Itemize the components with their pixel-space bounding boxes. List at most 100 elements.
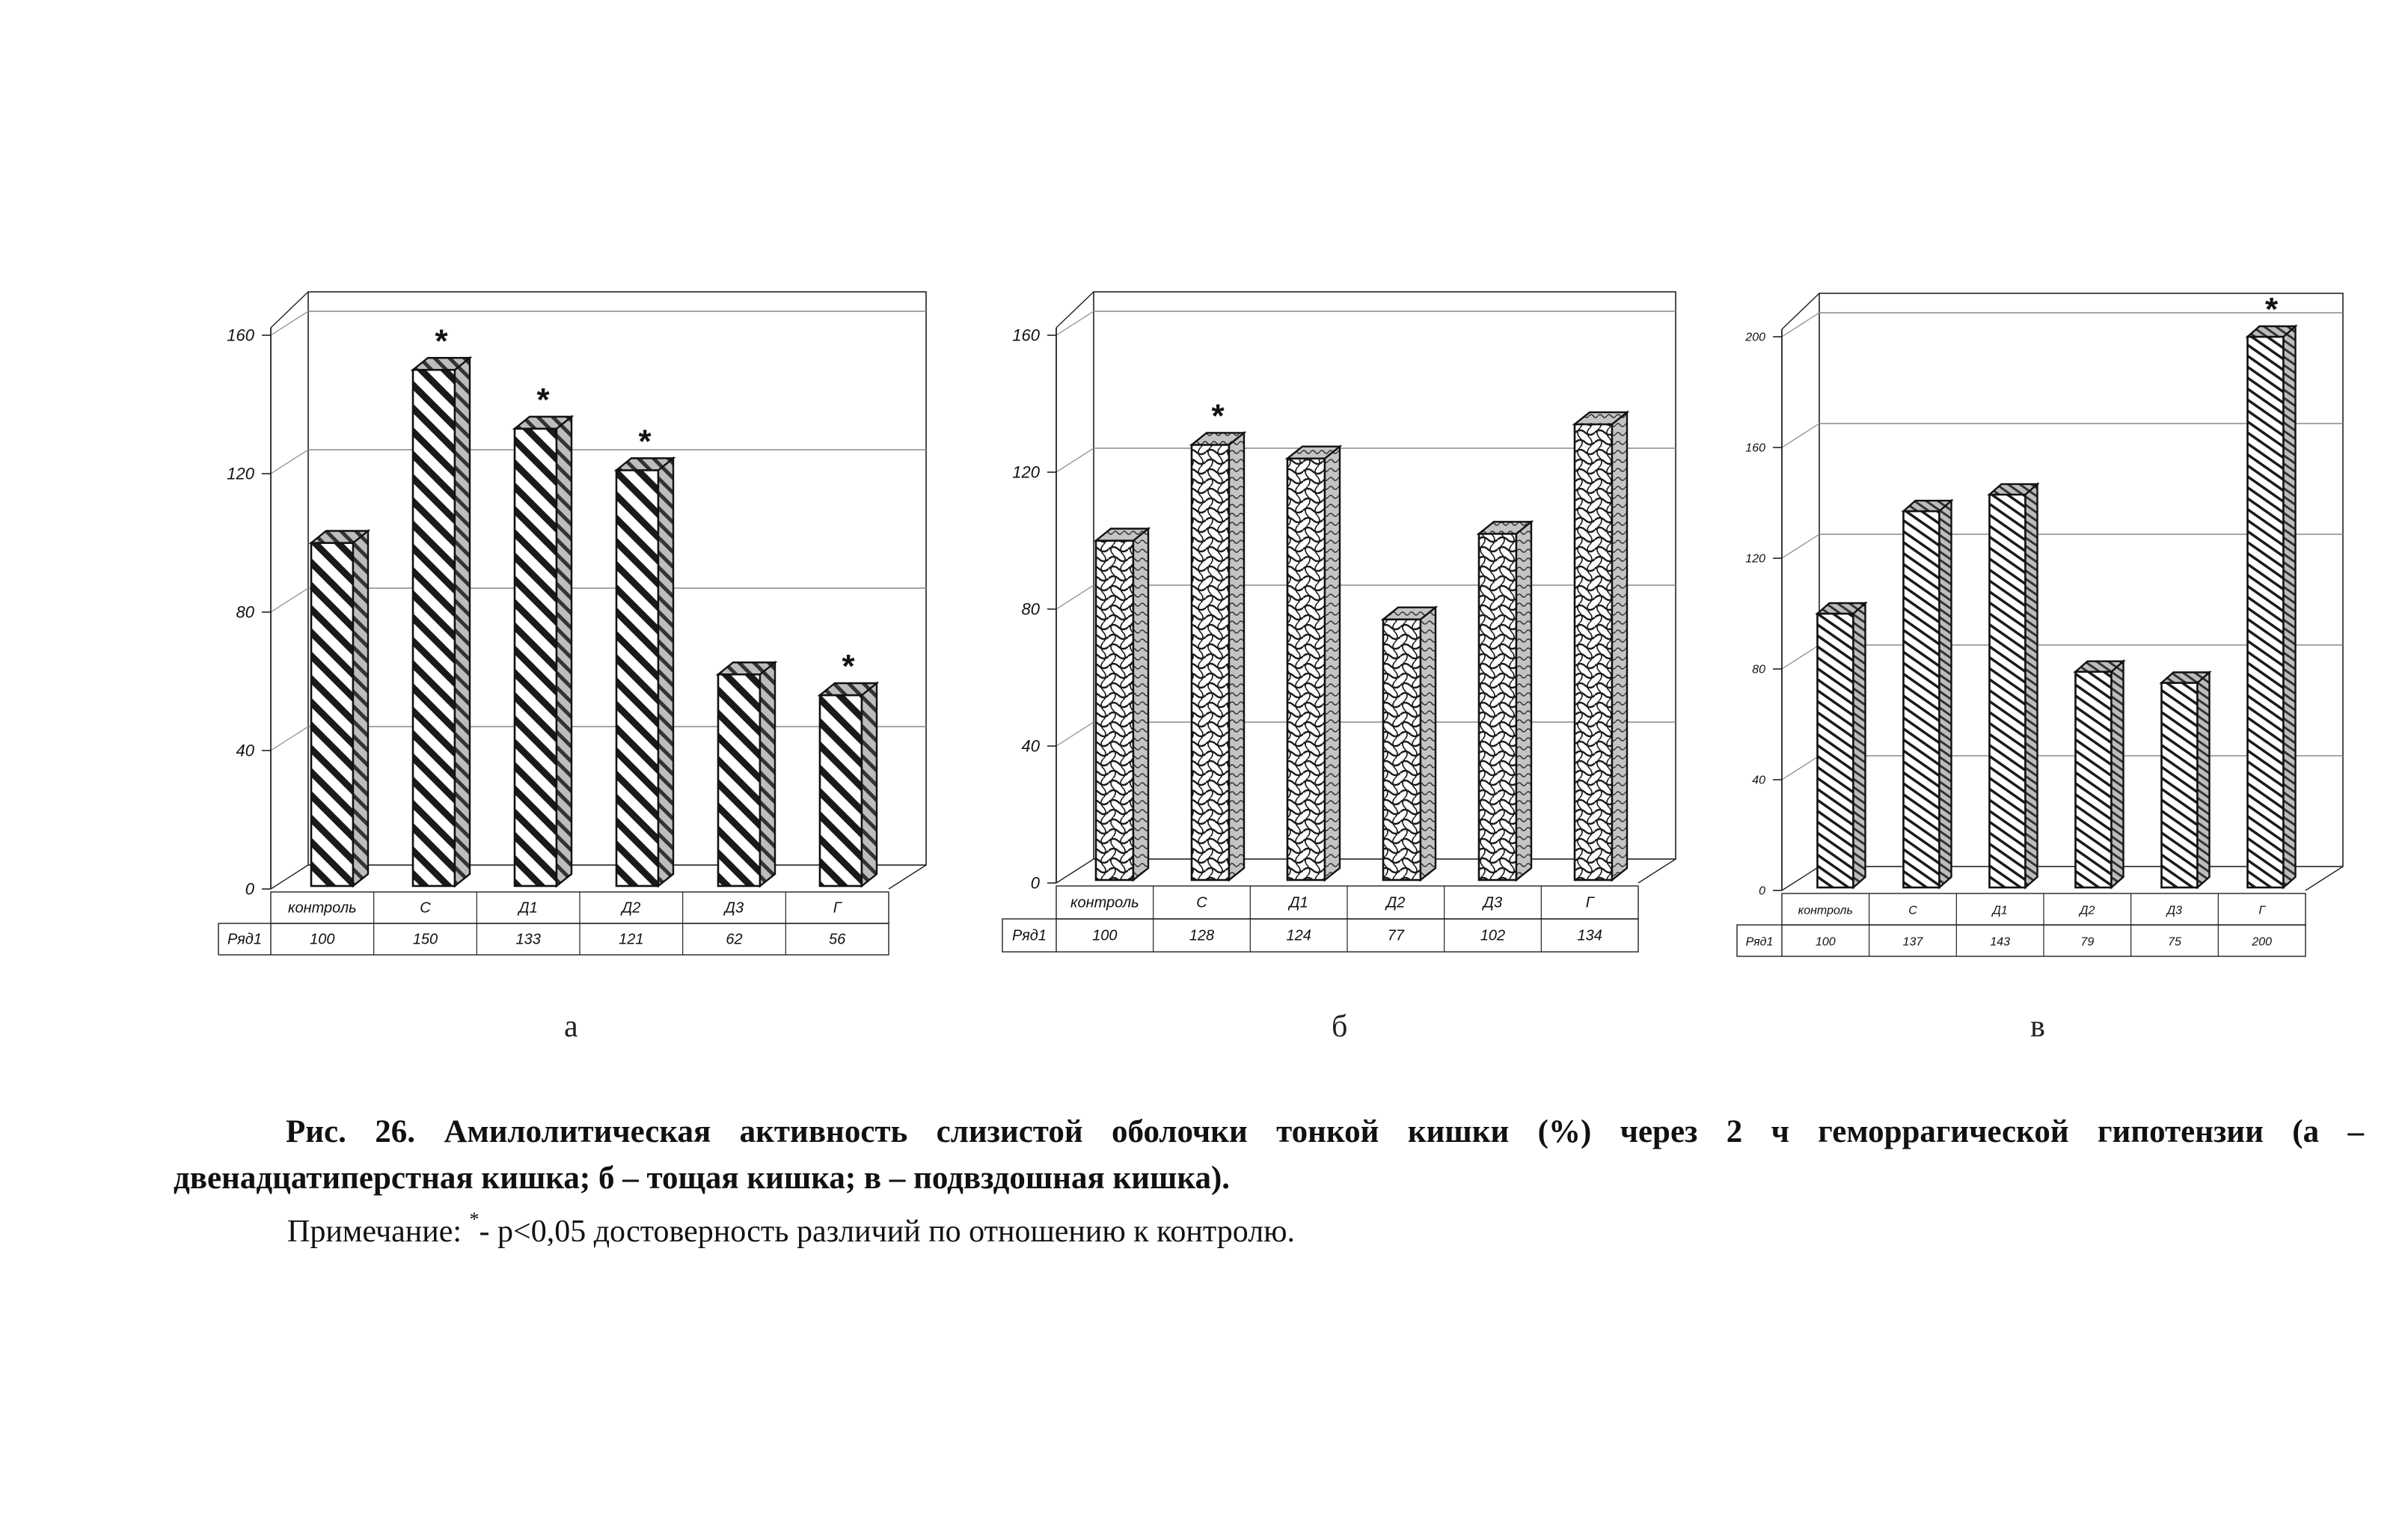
category-label: Д3: [1482, 895, 1502, 911]
gridline-side: [270, 587, 309, 613]
bar-side: [1611, 410, 1629, 882]
series-label: Ряд1: [1746, 935, 1774, 948]
value-label: 200: [2251, 935, 2272, 948]
category-label: С: [1196, 895, 1207, 911]
floor-edge: [270, 864, 309, 890]
bar-top: [1901, 499, 1954, 513]
bar: [1572, 410, 1630, 882]
category-label: Д2: [1385, 895, 1405, 911]
panel-letter-v: в: [2030, 1009, 2045, 1044]
bar-front: [717, 673, 762, 887]
bar-top: [2073, 660, 2126, 673]
significance-marker: *: [2265, 291, 2279, 328]
series-label: Ряд1: [227, 931, 262, 947]
value-label: 77: [1388, 928, 1405, 944]
value-label: 128: [1189, 928, 1214, 944]
bar: *: [817, 648, 880, 888]
chart-a: 0 40 80 120 160 * * * * Ряд1 контроль 100 С 150 Д1 133 Д…: [218, 291, 927, 956]
category-label: Д1: [1288, 895, 1308, 911]
note-text: - р<0,05 достоверность различий по отнош…: [479, 1214, 1296, 1249]
category-label: С: [420, 899, 431, 916]
y-tick-label: 40: [1752, 774, 1765, 787]
value-label: 143: [1990, 935, 2010, 948]
bar: [2159, 670, 2212, 890]
category-label: контроль: [288, 899, 357, 916]
gridline-side: [1056, 721, 1094, 747]
bar-side: [2024, 482, 2038, 890]
bar-top: [1093, 528, 1151, 542]
bar: [308, 529, 371, 888]
bar-front: [615, 469, 660, 887]
gridline-side: [1056, 584, 1094, 610]
bar-top: [613, 457, 676, 471]
significance-marker: *: [435, 323, 448, 359]
bar: [1284, 444, 1343, 882]
bar: [1987, 482, 2040, 890]
value-label: 134: [1577, 928, 1602, 944]
gridline-side: [1781, 312, 1820, 337]
panel-letter-a: а: [564, 1009, 578, 1044]
bar-front: [411, 368, 456, 887]
bar: [2073, 659, 2126, 890]
gridline-side: [270, 449, 309, 474]
y-tick-label: 80: [1752, 664, 1765, 676]
table-value-row: [218, 923, 889, 956]
bar: *: [1189, 397, 1247, 882]
y-tick-label: 80: [1022, 600, 1041, 619]
wall-edge: [270, 291, 309, 329]
category-label: Г: [2258, 904, 2266, 917]
bar-side: [1938, 498, 1952, 890]
category-label: Д2: [2078, 904, 2095, 917]
bar-front: [1286, 457, 1326, 881]
floor-edge: [1781, 866, 1820, 891]
bar: *: [512, 382, 575, 888]
bar-side: [1228, 430, 1246, 882]
caption-note: Примечание: *- р<0,05 достоверность разл…: [287, 1202, 2364, 1254]
bar-side: [2282, 324, 2297, 890]
bar: [1815, 601, 1868, 890]
floor-edge-right: [2305, 866, 2344, 891]
floor-edge: [1056, 858, 1094, 884]
y-tick-label: 160: [1745, 442, 1765, 455]
category-label: Г: [833, 899, 843, 916]
series-label: Ряд1: [1012, 928, 1047, 944]
bar-top: [2159, 671, 2212, 684]
chart-v: 0 40 80 120 160 200 * Ряд1 контроль 100 С 137 Д1 143 Д…: [1736, 291, 2344, 957]
chart-b: 0 40 80 120 160 * Ряд1 контроль 100 С 128 Д1 124 Д2 77…: [1002, 291, 1676, 953]
bar-side: [1419, 605, 1437, 882]
bar-side: [860, 681, 878, 888]
value-label: 75: [2168, 935, 2181, 948]
bar-front: [1190, 444, 1231, 881]
bar-front: [2160, 682, 2199, 889]
bar-front: [1382, 618, 1422, 881]
value-label: 100: [1816, 935, 1836, 948]
bar: *: [613, 423, 676, 888]
value-label: 124: [1286, 928, 1311, 944]
category-label: Д1: [518, 899, 538, 916]
y-tick-label: 40: [1022, 737, 1041, 756]
value-label: 79: [2080, 935, 2094, 948]
bar-front: [1902, 510, 1940, 889]
y-tick-label: 160: [227, 326, 254, 345]
bar: *: [2245, 291, 2298, 890]
category-label: Д1: [1991, 904, 2008, 917]
panel-letter-b: б: [1332, 1009, 1348, 1044]
gridline-side: [1781, 534, 1820, 559]
bar-front: [1094, 540, 1135, 881]
bar-front: [1988, 493, 2026, 889]
value-label: 102: [1480, 928, 1505, 944]
bar-side: [1515, 519, 1533, 882]
significance-marker: *: [842, 648, 855, 685]
note-prefix: Примечание:: [287, 1214, 470, 1249]
y-tick-label: 200: [1744, 331, 1765, 344]
figure-caption: Рис. 26. Амилолитическая активность слиз…: [174, 1109, 2364, 1254]
bar-top: [308, 530, 371, 544]
bar-top: [1987, 483, 2040, 496]
bar-front: [2074, 670, 2113, 889]
category-label: Д2: [620, 899, 640, 916]
category-label: контроль: [1798, 904, 1853, 917]
value-label: 62: [726, 931, 742, 947]
bar-front: [1477, 533, 1518, 881]
bar-side: [352, 529, 370, 888]
y-tick-label: 120: [227, 465, 254, 483]
